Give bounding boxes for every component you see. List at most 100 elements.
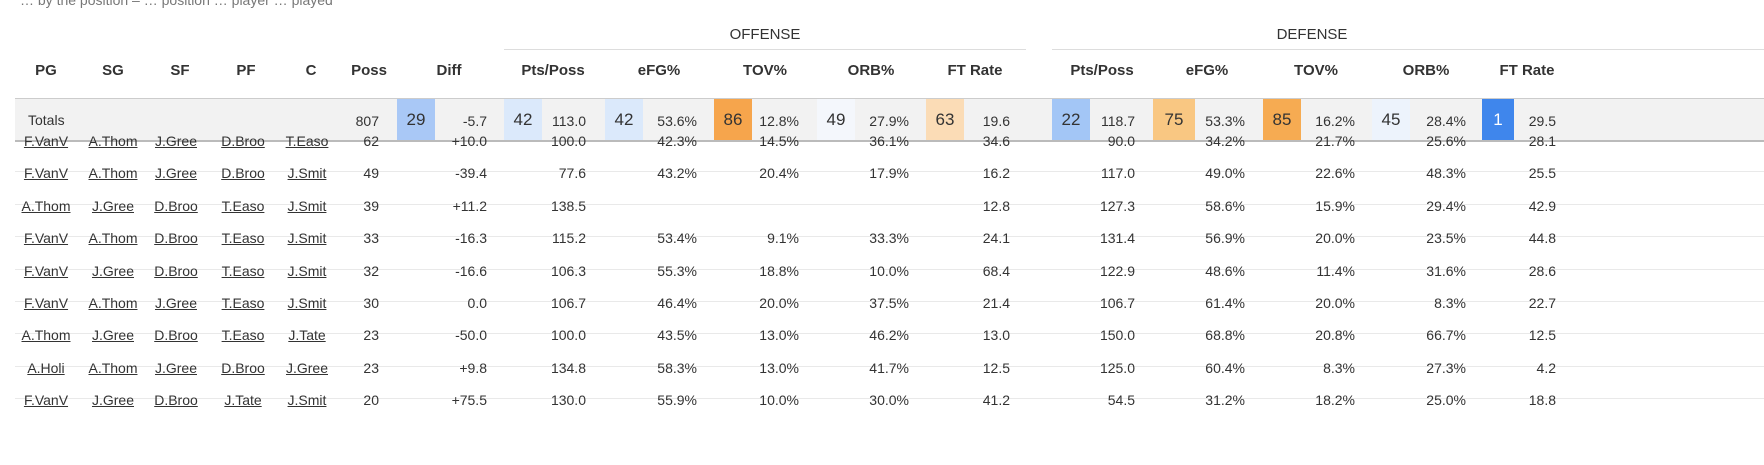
cell-o-ft: 24.1 (982, 230, 1010, 247)
player-link-pf[interactable]: D.Broo (221, 359, 265, 376)
player-link-c[interactable]: T.Easo (285, 133, 329, 149)
player-link-sf[interactable]: D.Broo (154, 230, 198, 247)
totals-value-o-orb: 27.9% (869, 113, 909, 129)
totals-value-d-ft: 29.5 (1528, 113, 1556, 129)
column-header-d-tov[interactable]: TOV% (1294, 62, 1338, 79)
cell-d-tov: 15.9% (1315, 197, 1355, 214)
player-link-pf[interactable]: T.Easo (221, 262, 265, 279)
column-header-c[interactable]: C (305, 62, 317, 79)
column-header-sg[interactable]: SG (102, 62, 124, 79)
cell-d-efg: 60.4% (1205, 359, 1245, 376)
player-link-sg[interactable]: A.Thom (88, 230, 138, 247)
column-header-d-efg[interactable]: eFG% (1185, 62, 1229, 79)
cell-d-efg: 58.6% (1205, 197, 1245, 214)
cell-poss: 62 (363, 133, 379, 149)
player-link-c[interactable]: J.Smit (287, 165, 327, 182)
player-link-pf[interactable]: D.Broo (221, 133, 265, 149)
player-link-sf[interactable]: D.Broo (154, 392, 198, 409)
column-header-o-ft[interactable]: FT Rate (947, 62, 1003, 79)
cell-d-tov: 18.2% (1315, 392, 1355, 409)
cell-o-efg: 55.9% (657, 392, 697, 409)
player-link-pg[interactable]: F.VanV (23, 133, 69, 149)
player-link-pg[interactable]: F.VanV (23, 230, 69, 247)
player-link-pf[interactable]: T.Easo (221, 327, 265, 344)
cell-o-pts: 115.2 (552, 230, 586, 247)
player-link-sg[interactable]: J.Gree (91, 327, 134, 344)
intro-text: … by the position – … position … player … (20, 0, 333, 8)
totals-value-d-tov: 16.2% (1315, 113, 1355, 129)
cell-d-tov: 21.7% (1315, 133, 1355, 149)
cell-o-pts: 100.0 (550, 327, 586, 344)
player-link-sg[interactable]: A.Thom (88, 165, 138, 182)
cell-o-orb: 10.0% (869, 262, 909, 279)
cell-d-orb: 48.3% (1426, 165, 1466, 182)
cell-d-orb: 66.7% (1426, 327, 1466, 344)
player-link-pf[interactable]: T.Easo (221, 295, 265, 311)
row-divider (15, 333, 1764, 335)
column-header-poss[interactable]: Poss (351, 62, 387, 79)
player-link-pf[interactable]: T.Easo (221, 230, 265, 247)
player-link-c[interactable]: J.Smit (287, 392, 327, 409)
defense-group-divider (1052, 49, 1764, 50)
totals-rank-d-efg: 75 (1153, 99, 1195, 140)
column-header-d-orb[interactable]: ORB% (1402, 62, 1450, 79)
player-link-c[interactable]: J.Smit (287, 295, 327, 311)
cell-poss: 20 (363, 392, 379, 409)
cell-d-efg: 31.2% (1205, 392, 1245, 409)
player-link-sf[interactable]: J.Gree (154, 359, 197, 376)
player-link-sf[interactable]: J.Gree (154, 133, 197, 149)
cell-o-orb: 41.7% (869, 359, 909, 376)
totals-value-diff: -5.7 (462, 113, 487, 129)
player-link-sg[interactable]: J.Gree (91, 392, 134, 409)
totals-rank-o-tov: 86 (714, 99, 752, 140)
column-header-pg[interactable]: PG (35, 62, 57, 79)
player-link-pg[interactable]: A.Thom (21, 327, 71, 344)
player-link-pg[interactable]: F.VanV (23, 392, 69, 409)
totals-rank-o-orb: 49 (817, 99, 855, 140)
column-header-o-tov[interactable]: TOV% (743, 62, 787, 79)
player-link-sf[interactable]: J.Gree (154, 295, 197, 311)
player-link-c[interactable]: J.Gree (285, 359, 328, 376)
player-link-pf[interactable]: J.Tate (224, 392, 262, 409)
player-link-sf[interactable]: D.Broo (154, 197, 198, 214)
player-link-c[interactable]: J.Tate (288, 327, 326, 344)
player-link-pf[interactable]: T.Easo (221, 197, 265, 214)
column-header-sf[interactable]: SF (170, 62, 190, 79)
column-header-o-efg[interactable]: eFG% (637, 62, 681, 79)
cell-o-efg: 58.3% (657, 359, 697, 376)
player-link-pg[interactable]: F.VanV (23, 165, 69, 182)
cell-o-tov: 9.1% (767, 230, 799, 247)
cell-o-efg: 46.4% (657, 295, 697, 311)
column-header-o-orb[interactable]: ORB% (847, 62, 895, 79)
player-link-sg[interactable]: A.Thom (88, 359, 138, 376)
player-link-sf[interactable]: J.Gree (154, 165, 197, 182)
player-link-pf[interactable]: D.Broo (221, 165, 265, 182)
player-link-c[interactable]: J.Smit (287, 230, 327, 247)
column-header-o-pts[interactable]: Pts/Poss (521, 62, 585, 79)
player-link-sg[interactable]: J.Gree (91, 262, 134, 279)
player-link-pg[interactable]: A.Thom (21, 197, 71, 214)
cell-d-ft: 28.6 (1528, 262, 1556, 279)
player-link-sg[interactable]: J.Gree (91, 197, 134, 214)
player-link-c[interactable]: J.Smit (287, 262, 327, 279)
player-link-sg[interactable]: A.Thom (88, 295, 138, 311)
cell-o-pts: 134.8 (550, 359, 586, 376)
cell-d-orb: 27.3% (1426, 359, 1466, 376)
player-link-c[interactable]: J.Smit (287, 197, 327, 214)
column-header-diff[interactable]: Diff (436, 62, 462, 79)
cell-d-orb: 31.6% (1426, 262, 1466, 279)
cell-diff: -16.6 (455, 262, 487, 279)
player-link-sf[interactable]: D.Broo (154, 327, 198, 344)
player-link-pg[interactable]: F.VanV (23, 262, 69, 279)
cell-d-efg: 61.4% (1205, 295, 1245, 311)
cell-o-ft: 12.8 (982, 197, 1010, 214)
player-link-sf[interactable]: D.Broo (154, 262, 198, 279)
player-link-pg[interactable]: A.Holi (27, 359, 65, 376)
column-header-d-pts[interactable]: Pts/Poss (1070, 62, 1134, 79)
cell-diff: +75.5 (451, 392, 487, 409)
player-link-sg[interactable]: A.Thom (88, 133, 138, 149)
column-header-pf[interactable]: PF (236, 62, 256, 79)
cell-o-tov: 10.0% (759, 392, 799, 409)
player-link-pg[interactable]: F.VanV (23, 295, 69, 311)
column-header-d-ft[interactable]: FT Rate (1499, 62, 1555, 79)
